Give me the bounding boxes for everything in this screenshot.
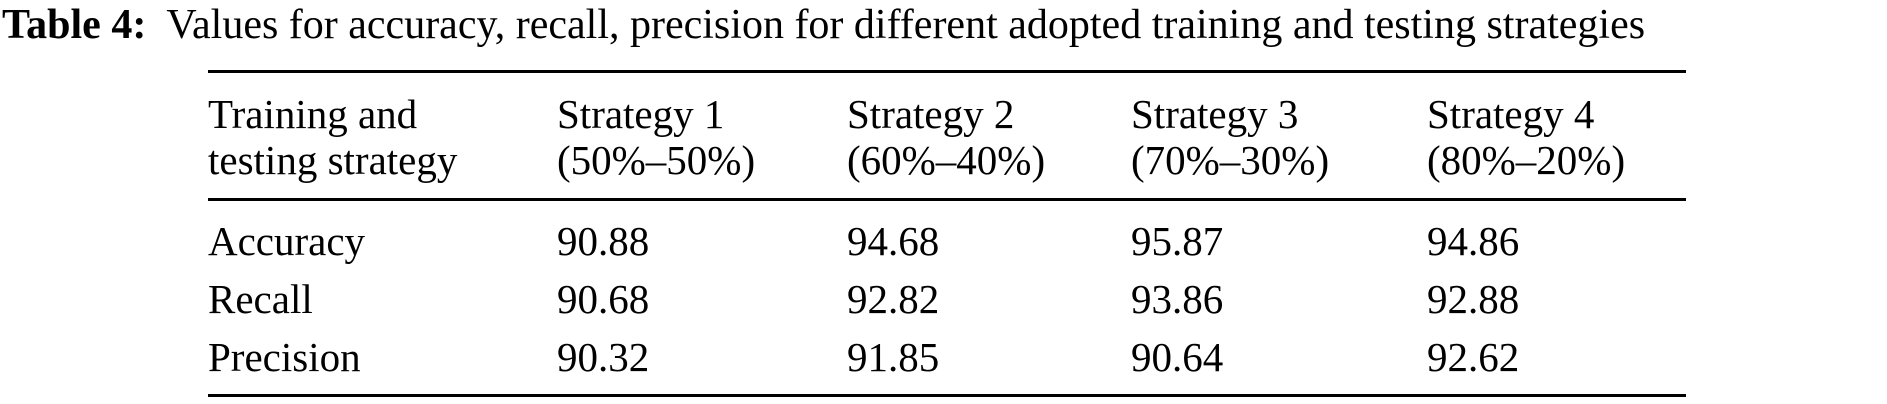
table-caption-label: Table 4: xyxy=(2,2,147,48)
header-line: (70%–30%) xyxy=(1131,137,1330,184)
header-line: Strategy 2 xyxy=(847,91,1015,137)
cell-precision-strategy-1: 90.32 xyxy=(557,334,650,381)
table-caption: Table 4: Values for accuracy, recall, pre… xyxy=(2,0,1645,50)
header-line: (60%–40%) xyxy=(847,137,1046,184)
cell-accuracy-strategy-3: 95.87 xyxy=(1131,217,1224,264)
header-cell-strategy-3: Strategy 3 (70%–30%) xyxy=(1131,71,1427,201)
header-row: Training and testing strategy Strategy 1… xyxy=(208,71,1686,201)
header-cell-strategy-2: Strategy 2 (60%–40%) xyxy=(847,71,1131,201)
table-row-accuracy: Accuracy 90.88 94.68 95.87 94.86 xyxy=(208,199,1686,270)
row-label-precision: Precision xyxy=(208,334,361,381)
cell-recall-strategy-1: 90.68 xyxy=(557,275,650,322)
header-line: Strategy 3 xyxy=(1131,91,1299,137)
header-line: Strategy 4 xyxy=(1427,91,1595,137)
results-table-body: Accuracy 90.88 94.68 95.87 94.86 Recall … xyxy=(208,199,1686,395)
cell-precision-strategy-2: 91.85 xyxy=(847,334,940,381)
header-line: (80%–20%) xyxy=(1427,137,1626,184)
cell-recall-strategy-3: 93.86 xyxy=(1131,275,1224,322)
table-row-precision: Precision 90.32 91.85 90.64 92.62 xyxy=(208,328,1686,395)
cell-accuracy-strategy-2: 94.68 xyxy=(847,217,940,264)
cell-recall-strategy-4: 92.88 xyxy=(1427,275,1520,322)
cell-recall-strategy-2: 92.82 xyxy=(847,275,940,322)
results-table-wrap: Training and testing strategy Strategy 1… xyxy=(208,70,1686,397)
row-label-recall: Recall xyxy=(208,275,313,322)
header-line: Strategy 1 xyxy=(557,91,725,137)
header-cell-strategy-1: Strategy 1 (50%–50%) xyxy=(557,71,847,201)
results-table-head: Training and testing strategy Strategy 1… xyxy=(208,71,1686,201)
header-line: (50%–50%) xyxy=(557,137,756,184)
table-row-recall: Recall 90.68 92.82 93.86 92.88 xyxy=(208,270,1686,328)
results-table: Training and testing strategy Strategy 1… xyxy=(208,70,1686,397)
cell-precision-strategy-4: 92.62 xyxy=(1427,334,1520,381)
header-line: Training and xyxy=(208,91,418,137)
header-cell-strategy-4: Strategy 4 (80%–20%) xyxy=(1427,71,1686,201)
cell-precision-strategy-3: 90.64 xyxy=(1131,334,1224,381)
cell-accuracy-strategy-4: 94.86 xyxy=(1427,217,1520,264)
header-line: testing strategy xyxy=(208,137,458,184)
header-cell-training-testing-strategy: Training and testing strategy xyxy=(208,71,557,201)
cell-accuracy-strategy-1: 90.88 xyxy=(557,217,650,264)
row-label-accuracy: Accuracy xyxy=(208,217,366,264)
table-caption-text: Values for accuracy, recall, precision f… xyxy=(166,2,1646,48)
